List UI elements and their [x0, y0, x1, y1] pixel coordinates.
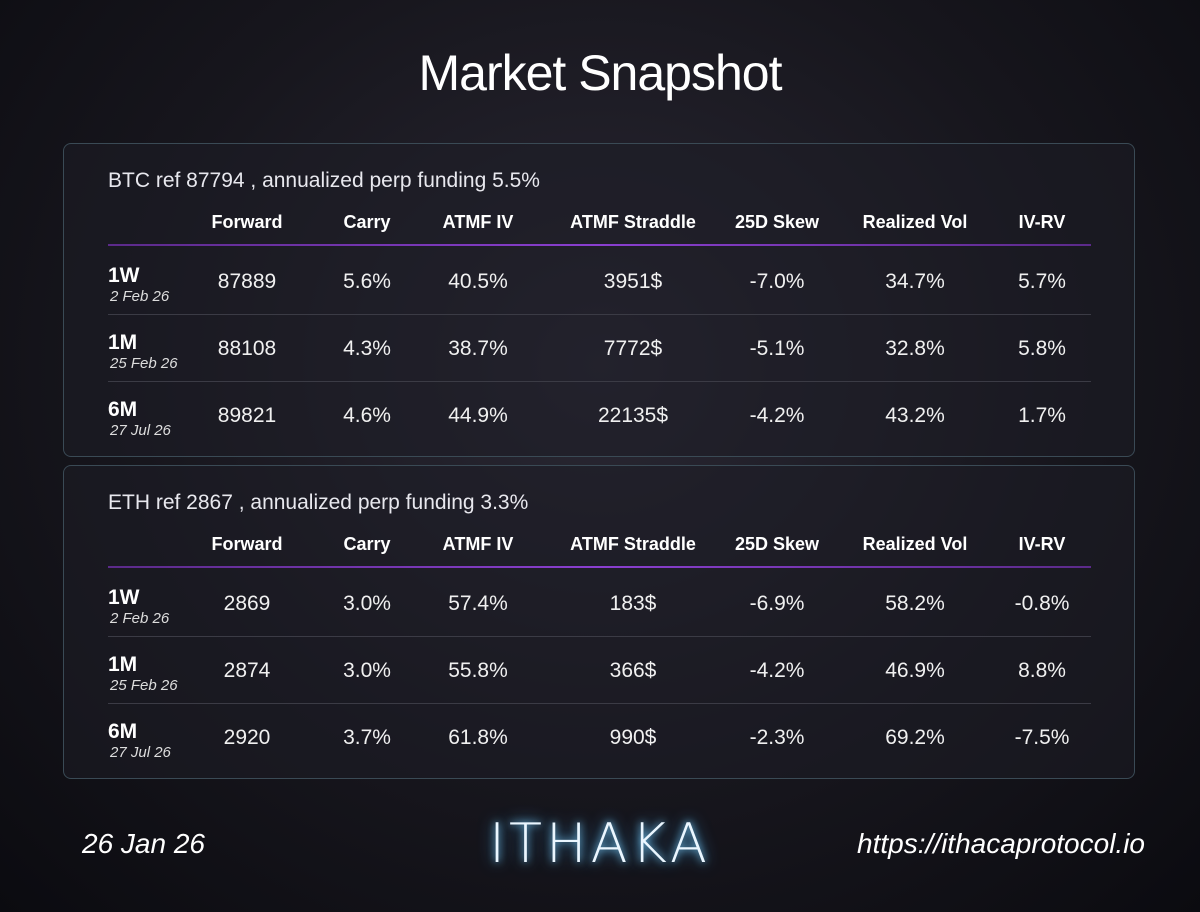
column-header: IV-RV: [1018, 212, 1066, 232]
table-cell: 61.8%: [448, 726, 508, 749]
column-header: Realized Vol: [862, 212, 968, 232]
footer-url[interactable]: https://ithacaprotocol.io: [857, 828, 1145, 859]
row-date: 25 Feb 26: [110, 677, 178, 694]
table-cell: 4.6%: [343, 404, 391, 427]
row-date: 25 Feb 26: [110, 355, 178, 372]
column-header: IV-RV: [1018, 534, 1066, 554]
table-cell: 990$: [609, 726, 657, 749]
column-header: ATMF IV: [442, 212, 514, 232]
column-header: Carry: [343, 212, 391, 232]
column-header: Realized Vol: [862, 534, 968, 554]
table-panel: [63, 143, 1135, 457]
row-date: 2 Feb 26: [110, 288, 170, 305]
table-cell: 366$: [609, 659, 657, 682]
table-panel: [63, 465, 1135, 779]
table-cell: 46.9%: [885, 659, 945, 682]
footer-date: 26 Jan 26: [82, 828, 205, 859]
table-cell: 44.9%: [448, 404, 508, 427]
header-line: [108, 566, 1091, 568]
logo: ITHAKA: [489, 812, 711, 875]
table-cell: 5.6%: [343, 270, 391, 293]
table-cell: 183$: [609, 592, 657, 615]
title: Market Snapshot: [418, 45, 783, 101]
table-cell: 3951$: [603, 270, 663, 293]
column-header: ATMF Straddle: [570, 534, 696, 554]
table-cell: 34.7%: [885, 270, 945, 293]
row-line: [108, 314, 1091, 315]
table-cell: 4.3%: [343, 337, 391, 360]
table-cell: 43.2%: [885, 404, 945, 427]
row-tenor: 1M: [108, 653, 138, 676]
table-cell: -4.2%: [749, 404, 805, 427]
row-tenor: 1W: [108, 586, 140, 609]
table-cell: 69.2%: [885, 726, 945, 749]
table-cell: -2.3%: [749, 726, 805, 749]
table-cell: 2869: [223, 592, 271, 615]
row-date: 27 Jul 26: [110, 744, 171, 761]
column-header: ATMF Straddle: [570, 212, 696, 232]
row-date: 27 Jul 26: [110, 422, 171, 439]
table-cell: 89821: [217, 404, 277, 427]
row-tenor: 1M: [108, 331, 138, 354]
table-cell: -4.2%: [749, 659, 805, 682]
table-cell: 1.7%: [1018, 404, 1066, 427]
table-cell: 5.7%: [1018, 270, 1066, 293]
table-cell: -5.1%: [749, 337, 805, 360]
table-cell: 2920: [223, 726, 271, 749]
column-header: 25D Skew: [734, 534, 820, 554]
row-tenor: 6M: [108, 720, 138, 743]
row-line: [108, 636, 1091, 637]
table-cell: 5.8%: [1018, 337, 1066, 360]
column-header: Forward: [211, 212, 283, 232]
column-header: Forward: [211, 534, 283, 554]
table-cell: 87889: [217, 270, 277, 293]
row-tenor: 1W: [108, 264, 140, 287]
column-header: Carry: [343, 534, 391, 554]
table-cell: 40.5%: [448, 270, 508, 293]
table-cell: 3.0%: [343, 659, 391, 682]
table-cell: 32.8%: [885, 337, 945, 360]
table-cell: -7.0%: [749, 270, 805, 293]
column-header: 25D Skew: [734, 212, 820, 232]
table-cell: 3.7%: [343, 726, 391, 749]
table-heading: ETH ref 2867 , annualized perp funding 3…: [108, 491, 529, 514]
header-line: [108, 244, 1091, 246]
table-cell: 55.8%: [448, 659, 508, 682]
table-heading: BTC ref 87794 , annualized perp funding …: [108, 169, 540, 192]
row-line: [108, 703, 1091, 704]
table-cell: -0.8%: [1014, 592, 1070, 615]
row-date: 2 Feb 26: [110, 610, 170, 627]
table-cell: 2874: [223, 659, 271, 682]
table-cell: 38.7%: [448, 337, 508, 360]
table-cell: 8.8%: [1018, 659, 1066, 682]
table-cell: 57.4%: [448, 592, 508, 615]
table-cell: -7.5%: [1014, 726, 1070, 749]
table-cell: 58.2%: [885, 592, 945, 615]
table-cell: 22135$: [597, 404, 669, 427]
row-tenor: 6M: [108, 398, 138, 421]
table-cell: 3.0%: [343, 592, 391, 615]
table-cell: -6.9%: [749, 592, 805, 615]
row-line: [108, 381, 1091, 382]
table-cell: 88108: [217, 337, 277, 360]
table-cell: 7772$: [603, 337, 663, 360]
column-header: ATMF IV: [442, 534, 514, 554]
